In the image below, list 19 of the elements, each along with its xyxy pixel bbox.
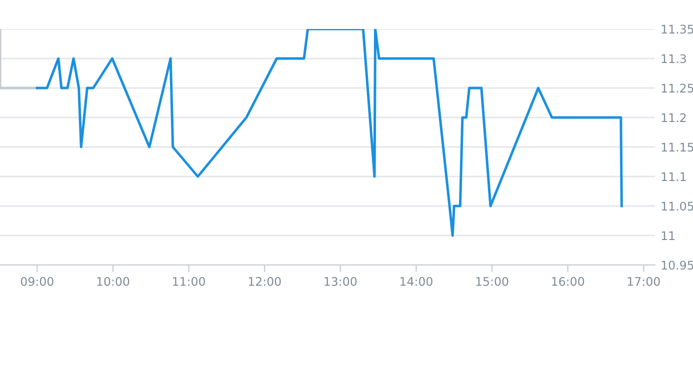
y-tick-label: 11 [662,231,674,240]
x-tick-label: 13:00 [324,277,357,286]
x-tick-label: 14:00 [400,277,432,286]
y-tick-label: 11.3 [662,54,686,64]
x-tick-label: 16:00 [552,277,584,286]
line-series [36,29,623,237]
y-tick-label: 10.95 [662,260,693,270]
y-tick-label: 11.35 [662,24,693,34]
y-tick-label: 11.05 [662,202,693,211]
x-tick-label: 12:00 [248,277,281,286]
x-tick-label: 09:00 [20,277,54,286]
y-tick-label: 11.25 [662,84,693,93]
y-tick-label: 11.2 [662,113,686,122]
y-tick-label: 11.15 [662,142,693,152]
x-tick-label: 15:00 [476,277,508,286]
x-tick-label: 10:00 [97,277,130,286]
x-tick-label: 11:00 [173,277,205,286]
y-tick-label: 11.1 [662,172,686,181]
x-tick-label: 17:00 [628,277,660,286]
